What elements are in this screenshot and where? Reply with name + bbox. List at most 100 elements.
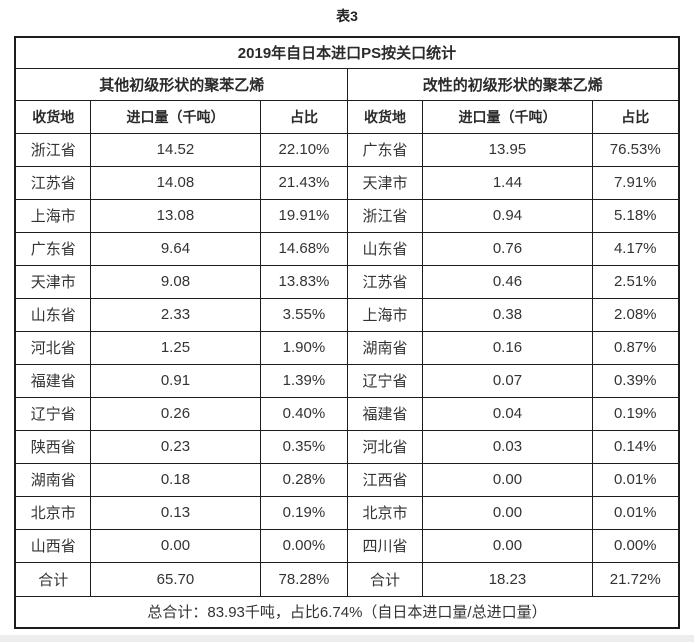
right-volume-cell: 13.95 <box>421 132 593 167</box>
right-total-label: 合计 <box>346 561 423 597</box>
left-volume-cell: 0.23 <box>89 429 261 464</box>
ps-import-stats-table: 2019年自日本进口PS按关口统计 其他初级形状的聚苯乙烯 改性的初级形状的聚苯… <box>14 36 680 629</box>
left-volume-cell: 1.25 <box>89 330 261 365</box>
right-share-cell: 0.87% <box>591 330 680 365</box>
table-row: 天津市 9.08 13.83% 江苏省 0.46 2.51% <box>14 264 680 299</box>
right-col-volume: 进口量（千吨） <box>421 99 593 134</box>
left-volume-cell: 0.18 <box>89 462 261 497</box>
left-share-cell: 0.19% <box>259 495 348 530</box>
left-region-cell: 浙江省 <box>14 132 91 167</box>
table-row: 湖南省 0.18 0.28% 江西省 0.00 0.01% <box>14 462 680 497</box>
left-share-cell: 19.91% <box>259 198 348 233</box>
table-row: 福建省 0.91 1.39% 辽宁省 0.07 0.39% <box>14 363 680 398</box>
left-region-cell: 湖南省 <box>14 462 91 497</box>
total-row: 合计 65.70 78.28% 合计 18.23 21.72% <box>14 561 680 597</box>
right-share-cell: 2.51% <box>591 264 680 299</box>
left-region-cell: 北京市 <box>14 495 91 530</box>
left-col-share: 占比 <box>259 99 348 134</box>
right-share-cell: 2.08% <box>591 297 680 332</box>
right-region-cell: 江苏省 <box>346 264 423 299</box>
left-volume-cell: 9.08 <box>89 264 261 299</box>
right-share-cell: 0.39% <box>591 363 680 398</box>
table-row: 江苏省 14.08 21.43% 天津市 1.44 7.91% <box>14 165 680 200</box>
right-region-cell: 广东省 <box>346 132 423 167</box>
table-title-row: 2019年自日本进口PS按关口统计 <box>14 36 680 69</box>
grand-total-row: 总合计：83.93千吨，占比6.74%（自日本进口量/总进口量） <box>14 595 680 629</box>
right-volume-cell: 0.03 <box>421 429 593 464</box>
left-share-cell: 1.90% <box>259 330 348 365</box>
column-header-row: 收货地 进口量（千吨） 占比 收货地 进口量（千吨） 占比 <box>14 99 680 134</box>
right-volume-cell: 0.00 <box>421 462 593 497</box>
left-region-cell: 山东省 <box>14 297 91 332</box>
left-share-cell: 3.55% <box>259 297 348 332</box>
right-volume-cell: 0.16 <box>421 330 593 365</box>
left-volume-cell: 9.64 <box>89 231 261 266</box>
table-body: 浙江省 14.52 22.10% 广东省 13.95 76.53% 江苏省 14.08 21.4… <box>14 132 680 563</box>
right-share-cell: 0.19% <box>591 396 680 431</box>
right-share-cell: 5.18% <box>591 198 680 233</box>
right-region-cell: 江西省 <box>346 462 423 497</box>
right-volume-cell: 0.00 <box>421 495 593 530</box>
left-total-volume: 65.70 <box>89 561 261 597</box>
left-section-header: 其他初级形状的聚苯乙烯 <box>14 67 348 101</box>
left-region-cell: 山西省 <box>14 528 91 563</box>
right-volume-cell: 0.00 <box>421 528 593 563</box>
left-region-cell: 河北省 <box>14 330 91 365</box>
table-row: 山东省 2.33 3.55% 上海市 0.38 2.08% <box>14 297 680 332</box>
right-region-cell: 四川省 <box>346 528 423 563</box>
right-region-cell: 山东省 <box>346 231 423 266</box>
left-region-cell: 福建省 <box>14 363 91 398</box>
right-volume-cell: 0.46 <box>421 264 593 299</box>
left-share-cell: 0.40% <box>259 396 348 431</box>
right-region-cell: 湖南省 <box>346 330 423 365</box>
right-volume-cell: 0.04 <box>421 396 593 431</box>
table-row: 辽宁省 0.26 0.40% 福建省 0.04 0.19% <box>14 396 680 431</box>
left-region-cell: 上海市 <box>14 198 91 233</box>
right-region-cell: 上海市 <box>346 297 423 332</box>
right-share-cell: 0.01% <box>591 462 680 497</box>
left-volume-cell: 0.91 <box>89 363 261 398</box>
right-col-share: 占比 <box>591 99 680 134</box>
table-row: 广东省 9.64 14.68% 山东省 0.76 4.17% <box>14 231 680 266</box>
right-region-cell: 辽宁省 <box>346 363 423 398</box>
left-share-cell: 14.68% <box>259 231 348 266</box>
table-row: 北京市 0.13 0.19% 北京市 0.00 0.01% <box>14 495 680 530</box>
left-total-share: 78.28% <box>259 561 348 597</box>
left-volume-cell: 0.26 <box>89 396 261 431</box>
right-col-destination: 收货地 <box>346 99 423 134</box>
right-region-cell: 北京市 <box>346 495 423 530</box>
right-total-volume: 18.23 <box>421 561 593 597</box>
right-region-cell: 浙江省 <box>346 198 423 233</box>
left-volume-cell: 13.08 <box>89 198 261 233</box>
grand-total-text: 总合计：83.93千吨，占比6.74%（自日本进口量/总进口量） <box>14 595 680 629</box>
left-region-cell: 天津市 <box>14 264 91 299</box>
section-header-row: 其他初级形状的聚苯乙烯 改性的初级形状的聚苯乙烯 <box>14 67 680 101</box>
left-volume-cell: 14.08 <box>89 165 261 200</box>
table-caption: 表3 <box>336 8 358 24</box>
right-share-cell: 7.91% <box>591 165 680 200</box>
left-region-cell: 陕西省 <box>14 429 91 464</box>
right-share-cell: 0.00% <box>591 528 680 563</box>
left-volume-cell: 2.33 <box>89 297 261 332</box>
left-share-cell: 22.10% <box>259 132 348 167</box>
left-share-cell: 0.00% <box>259 528 348 563</box>
right-region-cell: 福建省 <box>346 396 423 431</box>
bottom-edge-strip <box>0 635 694 642</box>
left-col-volume: 进口量（千吨） <box>89 99 261 134</box>
table-row: 河北省 1.25 1.90% 湖南省 0.16 0.87% <box>14 330 680 365</box>
left-total-label: 合计 <box>14 561 91 597</box>
left-region-cell: 辽宁省 <box>14 396 91 431</box>
table-row: 陕西省 0.23 0.35% 河北省 0.03 0.14% <box>14 429 680 464</box>
left-share-cell: 0.28% <box>259 462 348 497</box>
right-region-cell: 河北省 <box>346 429 423 464</box>
right-volume-cell: 0.94 <box>421 198 593 233</box>
right-share-cell: 0.01% <box>591 495 680 530</box>
right-volume-cell: 0.76 <box>421 231 593 266</box>
left-share-cell: 0.35% <box>259 429 348 464</box>
left-share-cell: 1.39% <box>259 363 348 398</box>
right-share-cell: 4.17% <box>591 231 680 266</box>
left-volume-cell: 0.00 <box>89 528 261 563</box>
table-title: 2019年自日本进口PS按关口统计 <box>14 36 680 69</box>
right-total-share: 21.72% <box>591 561 680 597</box>
right-volume-cell: 0.38 <box>421 297 593 332</box>
